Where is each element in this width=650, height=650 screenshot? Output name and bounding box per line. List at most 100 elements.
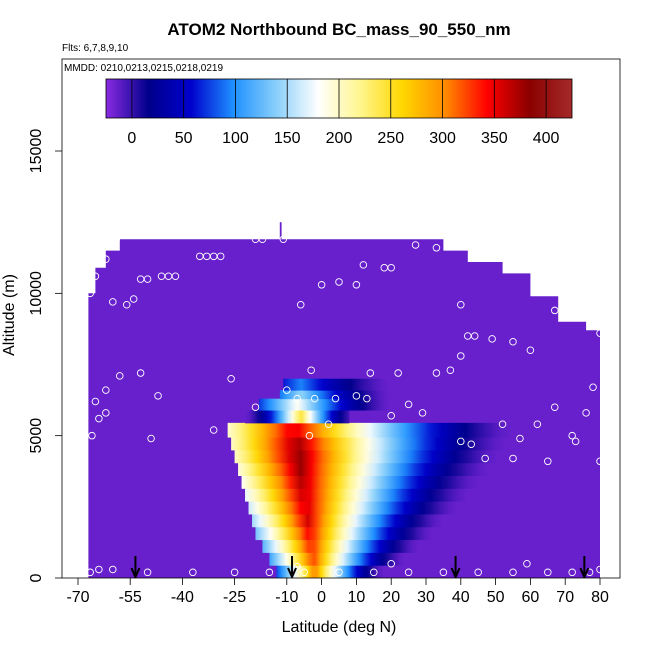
flight-point: [596, 457, 604, 466]
flight-point: [470, 332, 479, 340]
x-tick-label: -40: [171, 589, 194, 606]
x-tick-label: 0: [317, 589, 326, 606]
plume-layer: [283, 378, 392, 391]
points-layer: [86, 235, 604, 577]
flight-point: [136, 369, 145, 377]
colorbar-tick-label: 400: [533, 130, 560, 147]
flight-point: [129, 295, 138, 303]
flight-point: [544, 457, 552, 466]
flight-point: [335, 568, 343, 577]
flight-point: [352, 392, 361, 400]
flight-point: [404, 400, 413, 409]
flight-point: [227, 374, 235, 383]
flight-point: [189, 568, 197, 577]
flight-point: [457, 437, 465, 446]
flight-point: [86, 289, 94, 298]
flight-point: [265, 568, 274, 577]
flight-point: [317, 281, 326, 289]
flight-point: [335, 278, 343, 286]
flight-point: [352, 281, 361, 289]
plume-layer: [279, 390, 392, 400]
colorbar-tick-label: 250: [377, 130, 404, 147]
plume-layer: [227, 422, 513, 438]
plume-layer: [248, 501, 458, 515]
flight-point: [147, 434, 155, 443]
flight-point: [394, 369, 402, 377]
flight-point: [359, 261, 368, 269]
flight-point: [498, 420, 507, 429]
x-tick-label: 10: [348, 589, 366, 606]
x-tick-label: -70: [66, 589, 89, 606]
y-tick-label: 10000: [28, 271, 45, 316]
flight-point: [363, 394, 371, 403]
chart-title: ATOM2 Northbound BC_mass_90_550_nm: [167, 20, 510, 39]
flight-point: [387, 411, 395, 420]
flight-point: [575, 306, 583, 315]
field-domain-bump: [279, 222, 282, 240]
x-tick-label: 40: [452, 589, 470, 606]
x-tick-label: -25: [223, 589, 246, 606]
flight-point: [310, 394, 319, 403]
plume-layer: [238, 462, 489, 477]
colorbar-tick-label: 350: [481, 130, 508, 147]
flight-point: [418, 409, 427, 417]
arrow-head: [130, 567, 141, 578]
flight-point: [307, 366, 315, 374]
plume-layer: [262, 539, 420, 553]
flight-point: [370, 568, 378, 577]
y-tick-label: 5000: [28, 418, 45, 454]
plume-layer: [241, 475, 479, 489]
flights-note: Flts: 6,7,8,9,10: [62, 43, 129, 54]
flight-point: [568, 431, 576, 440]
flight-point: [366, 369, 375, 377]
flight-point: [283, 386, 291, 394]
flight-point: [109, 298, 117, 306]
flight-point: [112, 235, 121, 243]
flight-point: [509, 454, 517, 463]
flight-point: [209, 426, 218, 434]
colorbar-tick-label: 200: [326, 130, 353, 147]
x-tick-label: 50: [487, 589, 505, 606]
flight-point: [171, 272, 180, 281]
flight-point: [109, 565, 117, 574]
y-axis: 0 5000 10000 15000: [28, 129, 62, 582]
flight-point: [116, 372, 124, 380]
y-axis-label: Altitude (m): [1, 274, 18, 356]
plume-layer: [276, 565, 385, 578]
arrows-layer: [130, 556, 590, 578]
flight-point: [300, 568, 308, 577]
flight-point: [509, 568, 517, 577]
x-tick-label: 70: [556, 589, 574, 606]
flight-point: [509, 337, 517, 346]
plume-layer: [234, 449, 500, 464]
colorbar-ticks: 0 50 100 150 200 250 300 350 400: [127, 79, 560, 147]
flight-point: [387, 560, 395, 568]
flight-point: [523, 560, 531, 568]
flight-point: [582, 409, 590, 417]
colorbar-tick-label: 300: [429, 130, 456, 147]
flight-point: [457, 352, 465, 360]
colorbar-tick-label: 50: [175, 130, 193, 147]
flight-point: [324, 420, 333, 429]
flight-point: [404, 568, 413, 577]
x-axis-label: Latitude (deg N): [282, 619, 397, 636]
flight-point: [453, 241, 462, 249]
flight-point: [143, 275, 152, 283]
flight-point: [251, 403, 260, 411]
colorbar-tick-label: 150: [274, 130, 301, 147]
flight-point: [488, 335, 496, 343]
dates-note: MMDD: 0210,0213,0215,0218,0219: [64, 63, 223, 74]
flight-point: [296, 300, 305, 309]
plume-layer: [245, 488, 468, 502]
flight-point: [457, 300, 465, 309]
flight-point: [516, 434, 524, 443]
plume-layer: [258, 398, 392, 411]
flight-point: [102, 255, 110, 263]
flight-point: [432, 244, 441, 252]
flight-point: [230, 568, 239, 577]
x-tick-label: 30: [417, 589, 435, 606]
colorbar-tick-label: 100: [222, 130, 249, 147]
flight-point: [481, 454, 489, 463]
flight-point: [596, 329, 604, 337]
